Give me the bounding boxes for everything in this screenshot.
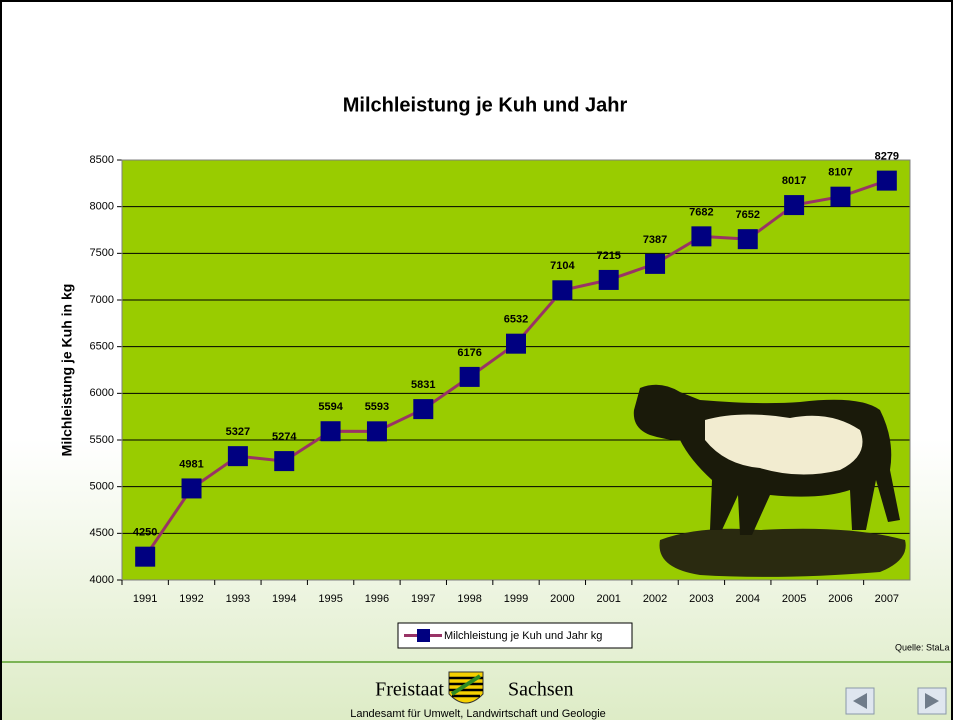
- data-label: 7652: [736, 209, 760, 221]
- data-point: [181, 478, 202, 499]
- data-point: [830, 186, 851, 207]
- data-point: [459, 366, 480, 387]
- plot-area: [122, 160, 910, 580]
- legend-marker: [417, 629, 430, 642]
- x-tick-label: 1996: [365, 593, 389, 605]
- x-tick-label: 2005: [782, 593, 806, 605]
- data-point: [413, 399, 434, 420]
- x-tick-label: 1995: [318, 593, 342, 605]
- coat-of-arms: [448, 671, 484, 704]
- x-tick-label: 1994: [272, 593, 296, 605]
- y-tick-label: 5500: [90, 434, 114, 446]
- x-tick-label: 1997: [411, 593, 435, 605]
- y-tick-label: 4000: [90, 574, 114, 586]
- data-label: 5594: [318, 401, 343, 413]
- data-label: 4250: [133, 527, 157, 539]
- nav-next[interactable]: [917, 687, 947, 715]
- data-label: 7387: [643, 234, 667, 246]
- data-point: [135, 546, 156, 567]
- data-label: 6532: [504, 314, 528, 326]
- y-tick-label: 4500: [90, 527, 114, 539]
- data-point: [598, 269, 619, 290]
- x-tick-label: 2003: [689, 593, 713, 605]
- data-label: 8107: [828, 167, 852, 179]
- data-point: [876, 170, 897, 191]
- data-label: 8017: [782, 175, 806, 187]
- data-label: 7104: [550, 260, 575, 272]
- y-tick-label: 5000: [90, 481, 114, 493]
- data-point: [645, 253, 666, 274]
- nav-previous-icon[interactable]: [853, 693, 867, 709]
- y-tick-label: 6000: [90, 387, 114, 399]
- data-point: [320, 421, 341, 442]
- nav-previous[interactable]: [845, 687, 875, 715]
- x-tick-label: 1998: [457, 593, 481, 605]
- data-point: [227, 446, 248, 467]
- chart-title: Milchleistung je Kuh und Jahr: [343, 94, 628, 116]
- data-point: [691, 226, 712, 247]
- x-tick-label: 1999: [504, 593, 528, 605]
- data-label: 6176: [457, 347, 481, 359]
- data-label: 5327: [226, 426, 250, 438]
- data-point: [784, 195, 805, 216]
- footer-left: Freistaat: [375, 679, 444, 701]
- x-tick-label: 2002: [643, 593, 667, 605]
- y-axis-label: Milchleistung je Kuh in kg: [59, 284, 75, 457]
- data-point: [366, 421, 387, 442]
- data-point: [552, 280, 573, 301]
- x-tick-label: 2006: [828, 593, 852, 605]
- cow-illustration: [633, 384, 906, 577]
- x-tick-label: 2000: [550, 593, 574, 605]
- x-tick-label: 1993: [226, 593, 250, 605]
- y-tick-label: 8500: [90, 154, 114, 166]
- data-point: [506, 333, 526, 354]
- y-tick-label: 8000: [90, 201, 114, 213]
- data-label: 7215: [596, 250, 620, 262]
- x-tick-label: 2007: [875, 593, 899, 605]
- y-tick-label: 7000: [90, 294, 114, 306]
- data-label: 8279: [875, 151, 899, 163]
- data-point: [274, 451, 295, 472]
- data-label: 5274: [272, 431, 297, 443]
- source-note: Quelle: StaLa: [895, 642, 950, 652]
- footer-agency: Landesamt für Umwelt, Landwirtschaft und…: [350, 708, 606, 720]
- data-label: 4981: [179, 458, 203, 470]
- nav-next-icon[interactable]: [925, 693, 939, 709]
- data-point: [737, 229, 758, 250]
- plot-border: [121, 159, 911, 581]
- x-tick-label: 2004: [736, 593, 760, 605]
- x-tick-label: 1991: [133, 593, 157, 605]
- x-tick-label: 1992: [179, 593, 203, 605]
- y-tick-label: 6500: [90, 341, 114, 353]
- legend-label: Milchleistung je Kuh und Jahr kg: [444, 630, 602, 642]
- y-tick-label: 7500: [90, 247, 114, 259]
- x-tick-label: 2001: [596, 593, 620, 605]
- footer-right: Sachsen: [508, 679, 574, 701]
- data-label: 5593: [365, 401, 389, 413]
- data-label: 7682: [689, 206, 713, 218]
- data-label: 5831: [411, 379, 435, 391]
